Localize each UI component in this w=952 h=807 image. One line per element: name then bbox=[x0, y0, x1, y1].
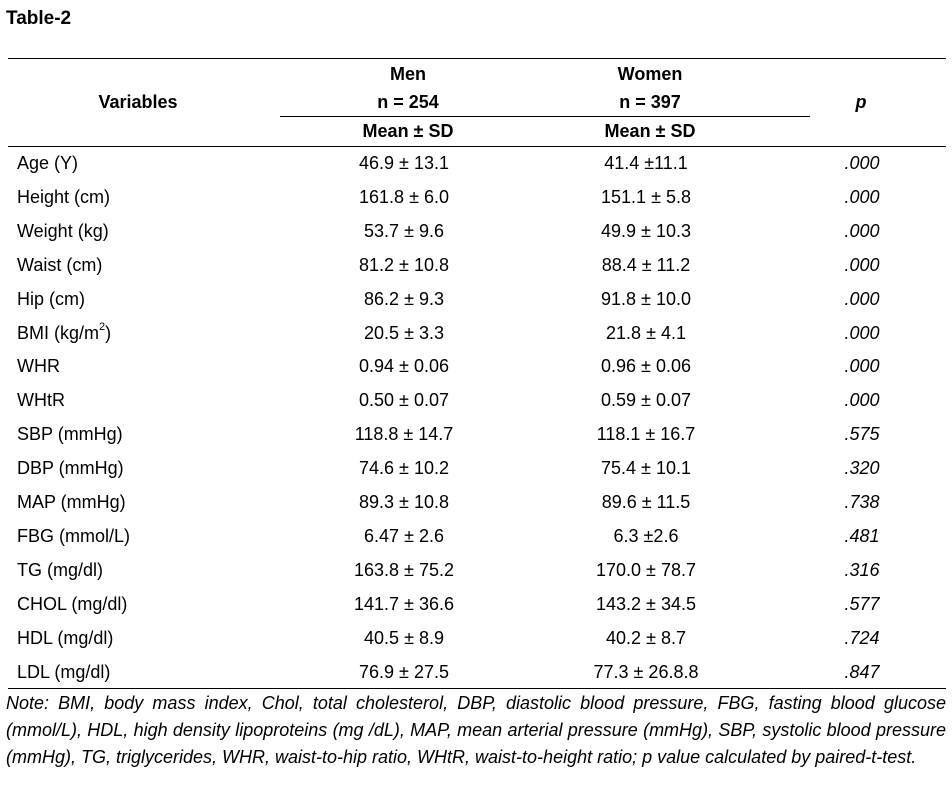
table-row: FBG (mmol/L) 6.47 ± 2.6 6.3 ±2.6 .481 bbox=[0, 520, 952, 554]
row-men-value: 76.9 ± 27.5 bbox=[359, 661, 449, 682]
row-women-value: 143.2 ± 34.5 bbox=[596, 593, 696, 614]
header-women-stat: Mean ± SD bbox=[604, 121, 696, 141]
row-p-value: .316 bbox=[844, 559, 880, 580]
table-row: Height (cm) 161.8 ± 6.0 151.1 ± 5.8 .000 bbox=[0, 181, 952, 215]
row-variable: SBP (mmHg) bbox=[17, 424, 123, 445]
header-bottom-rule bbox=[8, 146, 946, 147]
row-variable: Weight (kg) bbox=[17, 220, 109, 241]
row-variable: WHtR bbox=[17, 390, 65, 411]
row-women-value: 21.8 ± 4.1 bbox=[606, 322, 686, 343]
table-row: SBP (mmHg) 118.8 ± 14.7 118.1 ± 16.7 .575 bbox=[0, 418, 952, 452]
row-p-value: .000 bbox=[844, 153, 880, 173]
table-row: Age (Y) 46.9 ± 13.1 41.4 ±11.1 .000 bbox=[0, 147, 952, 181]
row-variable: HDL (mg/dl) bbox=[17, 627, 114, 648]
row-variable: WHR bbox=[17, 356, 60, 377]
row-women-value: 0.96 ± 0.06 bbox=[601, 356, 691, 377]
row-variable: DBP (mmHg) bbox=[17, 458, 124, 479]
row-variable: FBG (mmol/L) bbox=[17, 525, 131, 546]
table-bottom-rule bbox=[8, 688, 946, 689]
table-row: WHtR 0.50 ± 0.07 0.59 ± 0.07 .000 bbox=[0, 384, 952, 418]
table-row: HDL (mg/dl) 40.5 ± 8.9 40.2 ± 8.7 .724 bbox=[0, 622, 952, 656]
row-variable: Age (Y) bbox=[17, 153, 79, 173]
table-top-rule bbox=[8, 58, 946, 59]
table-row: Weight (kg) 53.7 ± 9.6 49.9 ± 10.3 .000 bbox=[0, 215, 952, 249]
row-p-value: .320 bbox=[844, 458, 880, 479]
header-sub-rule bbox=[280, 116, 810, 117]
header-variables: Variables bbox=[98, 92, 178, 112]
row-variable: Height (cm) bbox=[17, 186, 111, 207]
header-men-stat: Mean ± SD bbox=[362, 121, 454, 141]
row-women-value: 91.8 ± 10.0 bbox=[601, 288, 691, 309]
row-men-value: 86.2 ± 9.3 bbox=[364, 288, 444, 309]
row-men-value: 20.5 ± 3.3 bbox=[364, 322, 444, 343]
row-women-value: 151.1 ± 5.8 bbox=[601, 186, 691, 207]
row-women-value: 40.2 ± 8.7 bbox=[606, 627, 686, 648]
header-women: Women bbox=[617, 64, 683, 84]
row-women-value: 77.3 ± 26.8.8 bbox=[593, 661, 699, 682]
row-men-value: 81.2 ± 10.8 bbox=[359, 254, 449, 275]
header-p: p bbox=[855, 92, 867, 112]
row-men-value: 141.7 ± 36.6 bbox=[354, 593, 454, 614]
row-women-value: 75.4 ± 10.1 bbox=[601, 458, 691, 479]
row-women-value: 0.59 ± 0.07 bbox=[601, 390, 691, 411]
row-women-value: 6.3 ±2.6 bbox=[613, 525, 679, 546]
row-p-value: .000 bbox=[844, 254, 880, 275]
table-row: Hip (cm) 86.2 ± 9.3 91.8 ± 10.0 .000 bbox=[0, 283, 952, 317]
table-row: LDL (mg/dl) 76.9 ± 27.5 77.3 ± 26.8.8 .847 bbox=[0, 656, 952, 690]
row-variable: BMI (kg/m2) bbox=[17, 320, 112, 343]
row-men-value: 163.8 ± 75.2 bbox=[354, 559, 454, 580]
header-men: Men bbox=[390, 64, 426, 84]
table-row: MAP (mmHg) 89.3 ± 10.8 89.6 ± 11.5 .738 bbox=[0, 486, 952, 520]
row-men-value: 40.5 ± 8.9 bbox=[364, 627, 444, 648]
table-row: Waist (cm) 81.2 ± 10.8 88.4 ± 11.2 .000 bbox=[0, 249, 952, 283]
table-note: Note: BMI, body mass index, Chol, total … bbox=[6, 693, 946, 767]
row-variable: LDL (mg/dl) bbox=[17, 661, 111, 682]
row-p-value: .000 bbox=[844, 390, 880, 411]
row-p-value: .577 bbox=[844, 593, 880, 614]
row-men-value: 46.9 ± 13.1 bbox=[359, 153, 449, 173]
row-men-value: 0.94 ± 0.06 bbox=[359, 356, 449, 377]
row-men-value: 6.47 ± 2.6 bbox=[364, 525, 444, 546]
row-p-value: .481 bbox=[844, 525, 880, 546]
row-women-value: 49.9 ± 10.3 bbox=[601, 220, 691, 241]
row-men-value: 74.6 ± 10.2 bbox=[359, 458, 449, 479]
header-women-n: n = 397 bbox=[619, 92, 681, 112]
row-p-value: .847 bbox=[844, 661, 880, 682]
table-title: Table-2 bbox=[6, 8, 72, 29]
row-p-value: .000 bbox=[844, 288, 880, 309]
row-women-value: 118.1 ± 16.7 bbox=[596, 424, 696, 445]
row-men-value: 53.7 ± 9.6 bbox=[364, 220, 444, 241]
row-variable: TG (mg/dl) bbox=[17, 559, 104, 580]
row-p-value: .575 bbox=[844, 424, 880, 445]
row-women-value: 170.0 ± 78.7 bbox=[596, 559, 696, 580]
row-p-value: .000 bbox=[844, 322, 880, 343]
row-men-value: 89.3 ± 10.8 bbox=[359, 492, 449, 512]
row-women-value: 88.4 ± 11.2 bbox=[601, 254, 691, 275]
table-row: DBP (mmHg) 74.6 ± 10.2 75.4 ± 10.1 .320 bbox=[0, 452, 952, 486]
table-row: TG (mg/dl) 163.8 ± 75.2 170.0 ± 78.7 .316 bbox=[0, 554, 952, 588]
row-men-value: 118.8 ± 14.7 bbox=[354, 424, 454, 445]
table-row: CHOL (mg/dl) 141.7 ± 36.6 143.2 ± 34.5 .577 bbox=[0, 588, 952, 622]
row-variable: Waist (cm) bbox=[17, 254, 103, 275]
row-variable: Hip (cm) bbox=[17, 288, 85, 309]
row-men-value: 0.50 ± 0.07 bbox=[359, 390, 449, 411]
row-p-value: .000 bbox=[844, 356, 880, 377]
row-p-value: .738 bbox=[844, 492, 880, 512]
row-variable: CHOL (mg/dl) bbox=[17, 593, 128, 614]
row-men-value: 161.8 ± 6.0 bbox=[359, 186, 449, 207]
row-women-value: 41.4 ±11.1 bbox=[604, 153, 688, 173]
table-row: BMI (kg/m2) 20.5 ± 3.3 21.8 ± 4.1 .000 bbox=[0, 317, 952, 351]
row-women-value: 89.6 ± 11.5 bbox=[601, 492, 691, 512]
header-men-n: n = 254 bbox=[377, 92, 439, 112]
row-p-value: .000 bbox=[844, 220, 880, 241]
row-p-value: .724 bbox=[844, 627, 880, 648]
row-p-value: .000 bbox=[844, 186, 880, 207]
table-row: WHR 0.94 ± 0.06 0.96 ± 0.06 .000 bbox=[0, 350, 952, 384]
row-variable: MAP (mmHg) bbox=[17, 492, 126, 512]
